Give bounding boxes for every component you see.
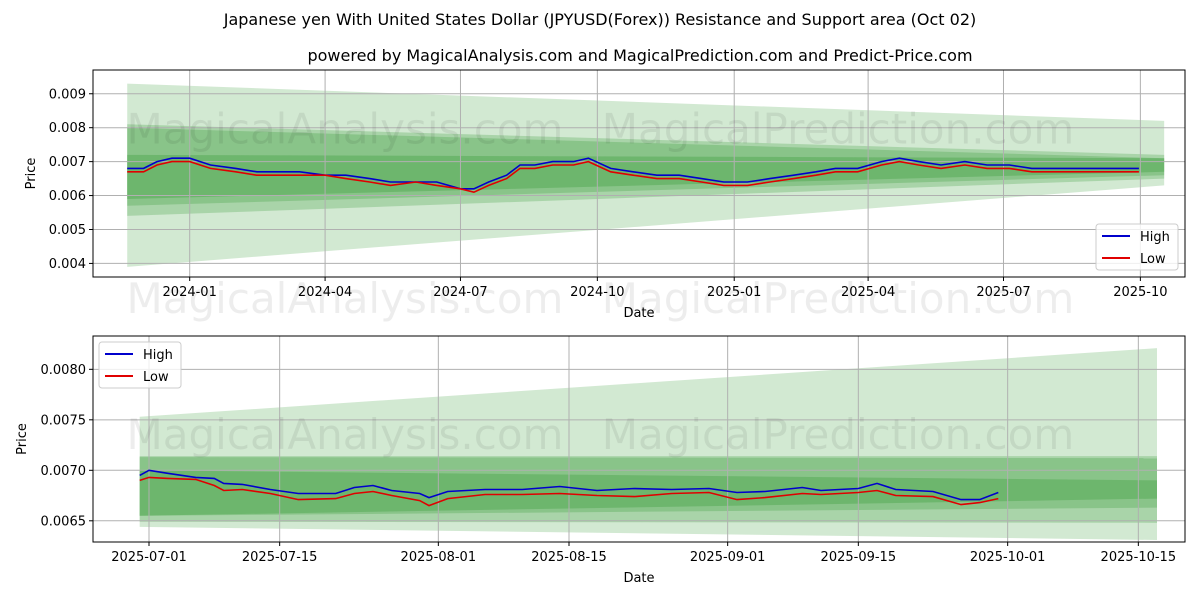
x-tick-label: 2025-10-01 <box>970 550 1046 565</box>
legend-label-high: High <box>1140 230 1170 245</box>
watermark-text: MagicalAnalysis.com <box>127 410 564 459</box>
x-axis-label: Date <box>623 306 654 321</box>
y-tick-label: 0.005 <box>49 223 86 238</box>
x-tick-label: 2025-09-01 <box>690 550 766 565</box>
legend-label-high: High <box>143 348 173 363</box>
support-resistance-band <box>127 124 1165 216</box>
watermark-text: MagicalAnalysis.com <box>127 274 564 323</box>
x-tick-label: 2024-10 <box>570 285 624 300</box>
x-tick-label: 2024-04 <box>298 285 352 300</box>
x-tick-label: 2024-01 <box>163 285 217 300</box>
x-axis-label: Date <box>623 571 654 586</box>
x-tick-label: 2025-07-01 <box>111 550 187 565</box>
series-line-high <box>127 157 1139 190</box>
plot-frame <box>92 69 1186 278</box>
x-tick-label: 2025-07 <box>976 285 1030 300</box>
y-tick-label: 0.004 <box>49 257 86 272</box>
x-tick-label: 2025-04 <box>841 285 895 300</box>
chart-title: Japanese yen With United States Dollar (… <box>223 10 977 29</box>
chart-subtitle: powered by MagicalAnalysis.com and Magic… <box>307 46 973 65</box>
watermark-text: MagicalPrediction.com <box>602 105 1075 154</box>
y-tick-label: 0.009 <box>49 87 86 102</box>
legend: High Low <box>98 341 182 389</box>
x-tick-label: 2025-08-15 <box>531 550 607 565</box>
chart-panel-1: 0.004 0.005 0.006 0.007 0.008 0.009 2024-01 202… <box>24 69 1186 323</box>
x-tick-label: 2025-07-15 <box>242 550 318 565</box>
x-tick-label: 2025-10-15 <box>1101 550 1177 565</box>
series-line-high <box>139 469 999 501</box>
watermark-text: MagicalPrediction.com <box>602 274 1075 323</box>
y-axis-label: Price <box>15 423 30 455</box>
support-resistance-band <box>139 348 1157 540</box>
y-tick-label: 0.0075 <box>41 413 87 428</box>
support-resistance-band <box>127 127 1165 206</box>
x-tick-label: 2025-08-01 <box>401 550 477 565</box>
support-resistance-band <box>127 83 1165 267</box>
support-resistance-band <box>139 457 1157 516</box>
y-axis-label: Price <box>24 158 39 190</box>
series-line-low <box>127 160 1139 194</box>
x-tick-label: 2025-10 <box>1113 285 1167 300</box>
y-tick-label: 0.007 <box>49 155 86 170</box>
y-tick-label: 0.008 <box>49 121 86 136</box>
legend-label-low: Low <box>143 370 169 385</box>
legend: High Low <box>1095 223 1179 271</box>
support-resistance-band <box>139 470 1157 516</box>
y-tick-label: 0.0070 <box>41 464 87 479</box>
chart-panel-2: 0.0065 0.0070 0.0075 0.0080 2025-07-01 2025-0… <box>15 335 1186 586</box>
watermark-text: MagicalAnalysis.com <box>127 105 564 154</box>
plot-frame <box>92 335 1186 543</box>
y-tick-label: 0.0080 <box>41 363 87 378</box>
y-tick-label: 0.006 <box>49 189 86 204</box>
legend-label-low: Low <box>1140 252 1166 267</box>
y-tick-label: 0.0065 <box>41 514 87 529</box>
x-tick-label: 2025-01 <box>707 285 761 300</box>
x-tick-label: 2024-07 <box>433 285 487 300</box>
x-tick-label: 2025-09-15 <box>821 550 897 565</box>
watermark-text: MagicalPrediction.com <box>602 410 1075 459</box>
series-line-low <box>139 476 999 507</box>
